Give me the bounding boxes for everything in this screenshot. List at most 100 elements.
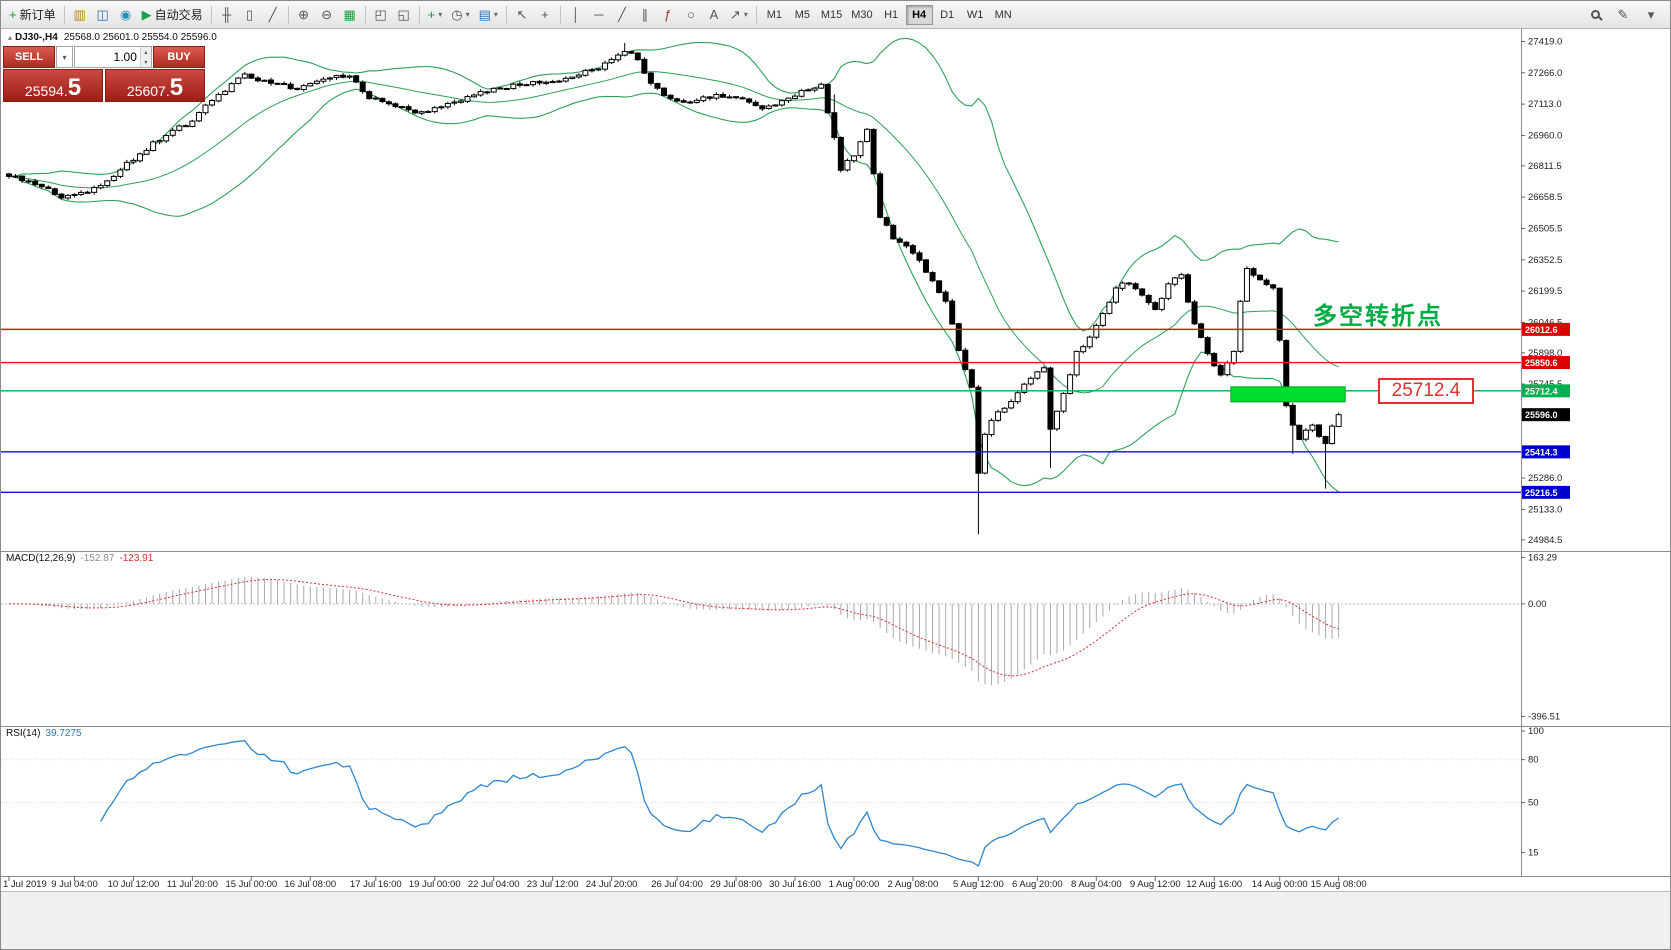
buy-button[interactable]: BUY: [153, 46, 205, 68]
price-callout-label[interactable]: 25712.4: [1378, 378, 1474, 404]
edit-icon[interactable]: ✎: [1612, 4, 1634, 26]
arrows-icon-dropdown[interactable]: ▾: [743, 10, 748, 19]
toolbar-right: ✎ ▾: [1584, 4, 1666, 26]
zoom-in-icon-glyph: ⊕: [298, 7, 310, 22]
svg-text:19 Jul 00:00: 19 Jul 00:00: [409, 879, 461, 890]
main-toolbar: + 新订单 ▥ ◫ ◉ ▶ 自动交易 ╫ ▯ ╱ ⊕ ⊖ ▦ ◰ ◱ + ▾ ◷ ▾ ▤ ▾ ↖ + │ ─ ╱ ∥ ƒ ○ A ↗ ▾ M1 M…: [1, 1, 1670, 29]
macd-indicator: [9, 576, 1340, 686]
chart-canvas[interactable]: 27419.0 27266.0 27113.0 26960.0 26811.5 26658…: [1, 29, 1671, 891]
candlestick-chart-icon[interactable]: ▯: [239, 4, 261, 26]
indicators-icon-dropdown[interactable]: ▾: [438, 10, 443, 19]
timeframe-m30[interactable]: M30: [847, 5, 876, 25]
volume-step-up-icon[interactable]: ▴: [140, 47, 151, 57]
charts-icon[interactable]: ▥: [69, 4, 91, 26]
autotrade-button[interactable]: ▶ 自动交易: [138, 4, 207, 26]
timeframe-d1[interactable]: D1: [934, 5, 961, 25]
cursor-icon[interactable]: ↖: [511, 4, 533, 26]
time-axis-labels: 1 Jul 2019 9 Jul 04:00 10 Jul 12:00 11 Jul …: [3, 876, 1367, 890]
periods-icon-dropdown[interactable]: ▾: [465, 10, 470, 19]
bar-chart-icon-glyph: ╫: [222, 7, 232, 22]
new-order-button-glyph: +: [9, 7, 17, 22]
templates-icon[interactable]: ▤ ▾: [475, 4, 502, 26]
volume-step-down-icon[interactable]: ▾: [140, 57, 151, 67]
new-order-button[interactable]: + 新订单: [5, 4, 60, 26]
svg-text:26658.5: 26658.5: [1528, 192, 1562, 203]
svg-text:22 Jul 04:00: 22 Jul 04:00: [468, 879, 520, 890]
timeframe-h1[interactable]: H1: [878, 5, 905, 25]
volume-field-wrap: ▴ ▾: [74, 46, 152, 68]
shapes-icon[interactable]: ○: [680, 4, 702, 26]
svg-text:9 Aug 12:00: 9 Aug 12:00: [1130, 879, 1181, 890]
svg-text:27266.0: 27266.0: [1528, 68, 1562, 79]
timeframe-mn[interactable]: MN: [990, 5, 1017, 25]
vertical-line-icon[interactable]: │: [565, 4, 587, 26]
horizontal-line-icon[interactable]: ─: [588, 4, 610, 26]
crosshair-icon[interactable]: +: [534, 4, 556, 26]
toolbar-separator: [505, 5, 507, 24]
trendline-icon[interactable]: ╱: [611, 4, 633, 26]
bar-chart-icon[interactable]: ╫: [216, 4, 238, 26]
svg-text:14 Aug 00:00: 14 Aug 00:00: [1252, 879, 1308, 890]
svg-text:26 Jul 04:00: 26 Jul 04:00: [651, 879, 703, 890]
price-lines[interactable]: [1, 328, 1521, 494]
tile-windows-icon[interactable]: ▦: [339, 4, 361, 26]
shapes-icon-glyph: ○: [686, 7, 695, 22]
periods-icon-glyph: ◷: [451, 7, 463, 22]
zoom-in-icon[interactable]: ⊕: [293, 4, 315, 26]
svg-text:25712.4: 25712.4: [1525, 386, 1558, 396]
fibonacci-icon[interactable]: ƒ: [657, 4, 679, 26]
timeframe-m5[interactable]: M5: [789, 5, 816, 25]
buy-price-main: 25607.: [126, 82, 170, 99]
svg-text:17 Jul 16:00: 17 Jul 16:00: [350, 879, 402, 890]
channel-icon-glyph: ∥: [641, 7, 649, 22]
profiles-icon[interactable]: ◫: [92, 4, 114, 26]
svg-text:30 Jul 16:00: 30 Jul 16:00: [769, 879, 821, 890]
templates-icon-dropdown[interactable]: ▾: [493, 10, 498, 19]
indicators-icon[interactable]: + ▾: [424, 4, 447, 26]
arrows-icon[interactable]: ↗ ▾: [726, 4, 752, 26]
svg-text:50: 50: [1528, 798, 1539, 809]
svg-text:27419.0: 27419.0: [1528, 36, 1562, 47]
timeframe-m1[interactable]: M1: [761, 5, 788, 25]
zoom-out-icon-glyph: ⊖: [321, 7, 333, 22]
text-icon[interactable]: A: [703, 4, 725, 26]
arrange-windows-icon-glyph: ◱: [397, 7, 410, 22]
cursor-icon-glyph: ↖: [516, 7, 528, 22]
buy-price-big: 5: [169, 74, 184, 101]
svg-text:29 Jul 08:00: 29 Jul 08:00: [710, 879, 762, 890]
cascade-windows-icon[interactable]: ◰: [370, 4, 392, 26]
support-zone-highlight[interactable]: [1230, 386, 1346, 403]
line-chart-icon[interactable]: ╱: [262, 4, 284, 26]
tile-windows-icon-glyph: ▦: [343, 7, 356, 22]
search-icon-shape: [1590, 10, 1600, 19]
volume-dropdown-icon[interactable]: ▾: [56, 46, 73, 68]
text-icon-glyph: A: [709, 7, 719, 22]
channel-icon[interactable]: ∥: [634, 4, 656, 26]
sell-price-panel[interactable]: 25594. 5: [3, 69, 103, 102]
axis-grid: 27419.0 27266.0 27113.0 26960.0 26811.5 26658…: [1, 29, 1670, 877]
timeframe-w1[interactable]: W1: [962, 5, 989, 25]
arrange-windows-icon[interactable]: ◱: [393, 4, 415, 26]
timeframe-m15[interactable]: M15: [817, 5, 846, 25]
candlestick-chart-icon-glyph: ▯: [246, 7, 254, 22]
zoom-out-icon[interactable]: ⊖: [316, 4, 338, 26]
search-icon[interactable]: [1584, 4, 1606, 26]
more-icon[interactable]: ▾: [1640, 4, 1662, 26]
volume-input[interactable]: [75, 47, 140, 67]
sell-button[interactable]: SELL: [3, 46, 55, 68]
svg-text:12 Aug 16:00: 12 Aug 16:00: [1186, 879, 1242, 890]
cascade-windows-icon-glyph: ◰: [374, 7, 387, 22]
templates-icon-glyph: ▤: [478, 7, 491, 22]
rsi-label: RSI(14) 39.7275: [6, 728, 82, 739]
svg-text:25898.0: 25898.0: [1528, 348, 1562, 359]
sell-price-main: 25594.: [24, 82, 68, 99]
svg-text:25216.5: 25216.5: [1525, 488, 1558, 498]
buy-price-panel[interactable]: 25607. 5: [105, 69, 205, 102]
periods-icon[interactable]: ◷ ▾: [447, 4, 473, 26]
market-watch-icon[interactable]: ◉: [115, 4, 137, 26]
volume-stepper: ▴ ▾: [139, 47, 151, 67]
turning-point-annotation[interactable]: 多空转折点: [1313, 303, 1443, 330]
timeframe-h4[interactable]: H4: [905, 4, 933, 25]
svg-text:26811.5: 26811.5: [1528, 161, 1562, 172]
svg-text:23 Jul 12:00: 23 Jul 12:00: [527, 879, 579, 890]
